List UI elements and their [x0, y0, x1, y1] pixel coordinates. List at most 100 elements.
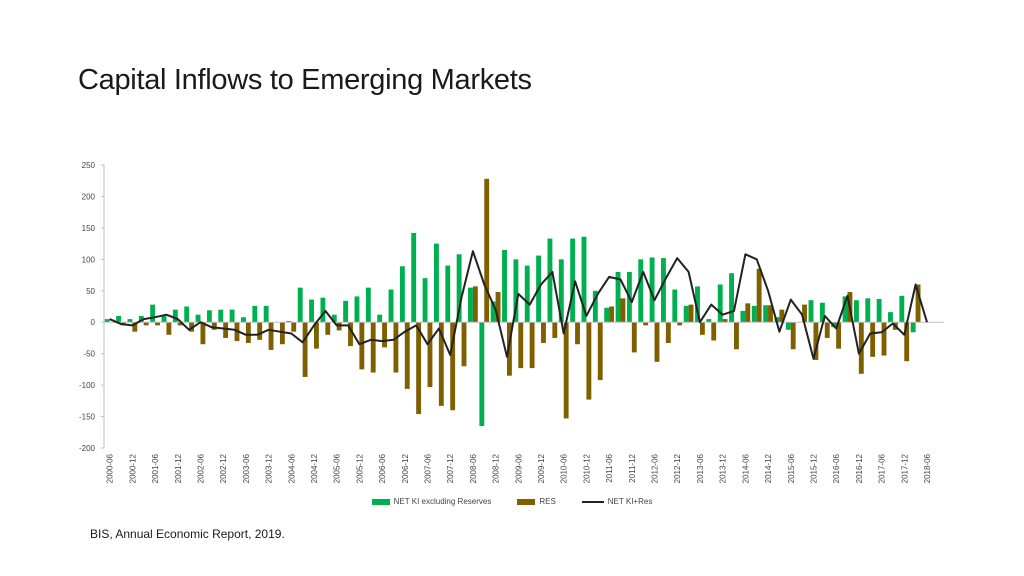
- x-tick-label: 2017-06: [878, 453, 887, 483]
- bar-net-ki: [808, 300, 814, 323]
- bar-res: [563, 322, 569, 419]
- bar-net-ki: [172, 309, 178, 323]
- bar-net-ki: [468, 287, 473, 323]
- bar-res: [915, 284, 921, 323]
- bar-net-ki: [604, 307, 610, 323]
- x-tick-label: 2001-12: [174, 453, 183, 483]
- bar-res: [734, 322, 739, 350]
- line-net-ki-res: [109, 250, 928, 360]
- y-tick-label: 150: [82, 224, 96, 233]
- bar-net-ki: [570, 238, 576, 323]
- x-tick-label: 2000-12: [128, 453, 137, 483]
- bar-net-ki: [309, 299, 314, 323]
- x-tick-label: 2007-06: [424, 453, 433, 483]
- bar-res: [484, 178, 490, 323]
- bar-net-ki: [150, 304, 156, 323]
- bar-net-ki: [888, 312, 893, 323]
- bar-net-ki: [206, 310, 212, 323]
- x-tick-label: 2006-06: [378, 453, 387, 483]
- bar-res: [541, 322, 546, 343]
- bar-res: [314, 322, 319, 349]
- x-tick-label: 2004-06: [287, 453, 296, 483]
- x-tick-label: 2003-12: [265, 453, 274, 483]
- bar-res: [200, 322, 206, 345]
- x-tick-label: 2002-12: [219, 453, 228, 483]
- bar-net-ki: [853, 300, 859, 323]
- bar-res: [813, 322, 819, 360]
- x-tick-label: 2000-06: [106, 453, 115, 483]
- chart-legend: NET KI excluding Reserves RES NET KI+Res: [0, 497, 1024, 506]
- bar-res: [189, 322, 195, 332]
- bar-res: [279, 322, 285, 345]
- bar-res: [427, 322, 433, 387]
- x-tick-label: 2008-12: [492, 453, 501, 483]
- x-tick-label: 2011-06: [605, 453, 614, 482]
- y-tick-label: 100: [82, 255, 96, 264]
- bar-res: [699, 322, 705, 335]
- x-tick-label: 2002-06: [196, 453, 205, 483]
- bar-net-ki: [751, 305, 757, 323]
- bar-net-ki: [842, 296, 848, 323]
- bar-res: [745, 303, 751, 323]
- bar-net-ki: [252, 305, 258, 323]
- bar-net-ki: [241, 317, 246, 323]
- bar-res: [665, 322, 671, 343]
- bar-res: [824, 322, 830, 338]
- legend-item-res: RES: [517, 497, 556, 506]
- bar-res: [132, 322, 138, 332]
- bar-net-ki: [127, 319, 133, 323]
- bar-res: [166, 322, 172, 335]
- bar-net-ki: [365, 287, 371, 323]
- bar-res: [177, 322, 183, 326]
- bar-res: [654, 322, 660, 362]
- bar-net-ki: [524, 265, 530, 323]
- bar-net-ki: [104, 319, 110, 323]
- bar-net-ki: [581, 236, 587, 323]
- bar-net-ki: [195, 314, 201, 323]
- bar-res: [450, 322, 456, 411]
- bar-res: [711, 322, 717, 341]
- bar-net-ki: [706, 319, 712, 323]
- bar-res: [495, 292, 501, 323]
- bar-net-ki: [763, 305, 769, 323]
- bar-net-ki: [490, 301, 496, 323]
- bar-res: [245, 322, 251, 343]
- bar-net-ki: [184, 306, 190, 323]
- legend-label-res: RES: [539, 497, 556, 506]
- x-tick-label: 2012-06: [651, 453, 660, 483]
- bar-net-ki: [661, 258, 666, 323]
- bar-res: [597, 322, 603, 381]
- bar-res: [393, 322, 399, 373]
- x-tick-label: 2005-06: [333, 453, 342, 483]
- bar-net-ki: [377, 314, 383, 323]
- bar-net-ki: [399, 266, 405, 323]
- y-tick-label: 250: [82, 161, 96, 170]
- x-tick-label: 2018-06: [923, 453, 932, 483]
- bar-net-ki: [320, 297, 326, 323]
- x-tick-label: 2003-06: [242, 453, 251, 483]
- bar-net-ki: [513, 259, 519, 323]
- source-note: BIS, Annual Economic Report, 2019.: [90, 527, 285, 541]
- bar-net-ki: [218, 309, 224, 323]
- bar-res: [155, 322, 160, 326]
- bar-res: [223, 322, 229, 338]
- bar-res: [552, 322, 558, 338]
- bar-net-ki: [683, 305, 689, 323]
- bar-net-ki: [479, 322, 485, 426]
- bar-res: [291, 322, 297, 332]
- bar-net-ki: [615, 271, 621, 323]
- bar-net-ki: [422, 278, 428, 323]
- bar-net-ki: [876, 298, 882, 323]
- x-tick-label: 2005-12: [355, 453, 364, 483]
- y-tick-label: -100: [79, 381, 96, 390]
- x-tick-label: 2016-12: [855, 453, 864, 483]
- bar-net-ki: [354, 296, 360, 323]
- bar-net-ki: [899, 295, 905, 323]
- bar-net-ki: [433, 243, 439, 323]
- x-tick-label: 2008-06: [469, 453, 478, 483]
- bar-res: [382, 322, 387, 348]
- bar-net-ki: [331, 314, 337, 323]
- bar-net-ki: [388, 289, 394, 323]
- bar-res: [586, 322, 592, 400]
- bar-res: [722, 319, 728, 323]
